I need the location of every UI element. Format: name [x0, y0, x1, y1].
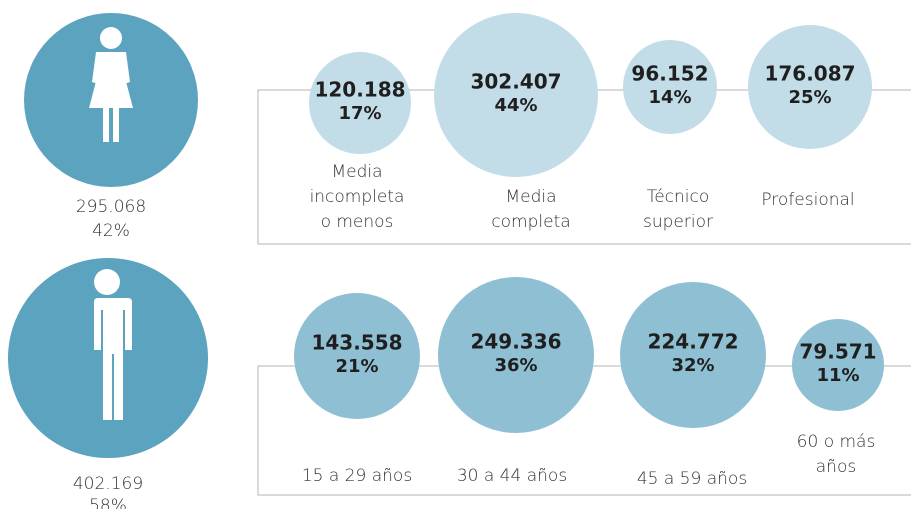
bubble — [623, 40, 717, 134]
bubble-label: 45 a 59 años — [637, 469, 747, 489]
bubble — [309, 52, 411, 154]
bubble — [434, 13, 598, 177]
bubble-label: años — [816, 457, 856, 477]
bubble-value: 176.087 — [764, 62, 855, 86]
bubble-label: Profesional — [761, 190, 854, 210]
total-share: 58% — [89, 496, 127, 509]
bubble-value: 120.188 — [314, 78, 405, 102]
bubble-label: Media — [505, 187, 556, 207]
bubble-share: 21% — [335, 356, 378, 377]
bubble-value: 224.772 — [647, 330, 738, 354]
bubble-share: 32% — [671, 355, 714, 376]
bubble-share: 14% — [648, 87, 691, 108]
bubble-value: 143.558 — [311, 331, 402, 355]
bubble-label: 60 o más — [797, 432, 876, 452]
bubble-share: 36% — [494, 355, 537, 376]
total-value: 295.068 — [76, 197, 146, 217]
bubble — [438, 277, 594, 433]
female-icon — [89, 27, 133, 142]
bubble-share: 17% — [338, 103, 381, 124]
bubble-label: superior — [643, 212, 713, 232]
male-icon — [86, 269, 132, 420]
bubble-share: 11% — [816, 365, 859, 386]
total-value: 402.169 — [73, 474, 143, 494]
bubble-value: 96.152 — [631, 62, 708, 86]
bubble-share: 44% — [494, 95, 537, 116]
bubble-label: Media — [331, 162, 382, 182]
bubble-label: incompleta — [310, 187, 405, 207]
bubble — [792, 319, 884, 411]
bubble — [620, 282, 766, 428]
bubble-value: 302.407 — [470, 70, 561, 94]
bubble — [748, 25, 872, 149]
total-share: 42% — [92, 221, 130, 241]
bubble-label: Técnico — [647, 187, 710, 207]
bubble — [294, 293, 420, 419]
bubble-share: 25% — [788, 87, 831, 108]
bubble-label: o menos — [321, 212, 394, 232]
bubble-label: completa — [491, 212, 570, 232]
bubble-value: 79.571 — [799, 340, 876, 364]
bubble-value: 249.336 — [470, 330, 561, 354]
bubble-label: 30 a 44 años — [457, 466, 567, 486]
bubble-label: 15 a 29 años — [302, 466, 412, 486]
